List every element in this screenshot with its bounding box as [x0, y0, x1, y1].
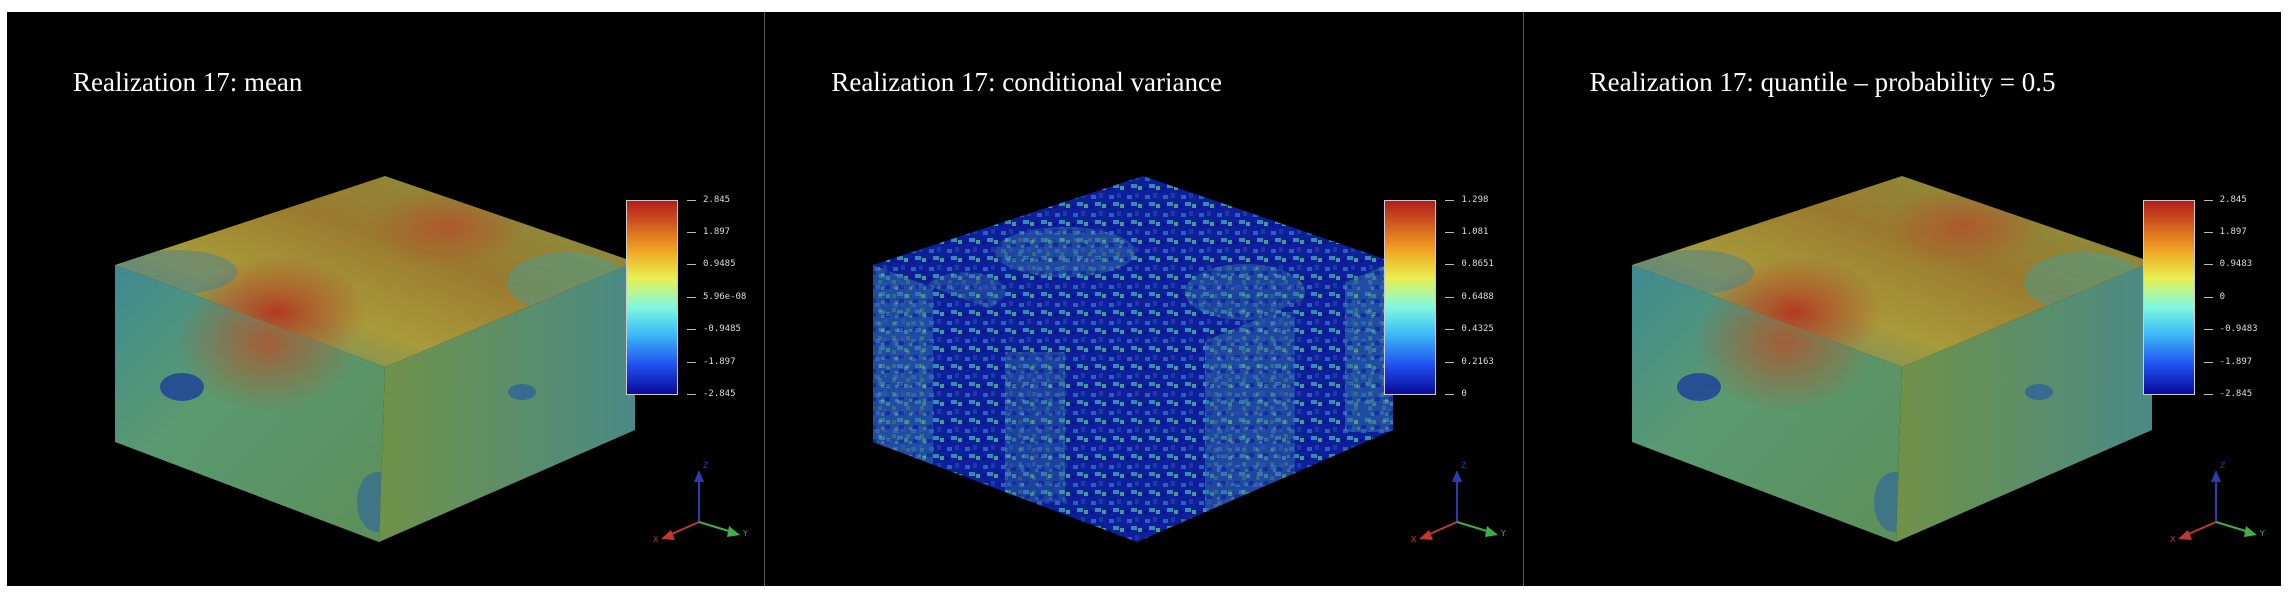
colorbar-ticks: 2.845 1.897 0.9483 0 -0.9483 -1.897 -2.8…: [2203, 195, 2276, 400]
orientation-axes-widget: Z X Y: [2170, 461, 2265, 544]
colorbar-tick: 0: [1445, 389, 1467, 399]
y-axis-label: Y: [742, 529, 748, 538]
panel-title: Realization 17: conditional variance: [831, 67, 1222, 97]
colorbar-tick: 0.6488: [1445, 292, 1494, 302]
colorbar-tick: 1.298: [1445, 195, 1488, 205]
colorbar-tick: -1.897: [687, 357, 736, 367]
panel-mean[interactable]: Realization 17: mean: [7, 12, 764, 586]
colorbar-ticks: 1.298 1.081 0.8651 0.6488 0.4325 0.2163 …: [1445, 195, 1517, 400]
panel-title: Realization 17: mean: [73, 67, 303, 97]
visualization-viewport: Realization 17: mean: [7, 12, 2281, 586]
colorbar-tick: 5.96e-08: [687, 292, 746, 302]
colorbar-tick: -0.9485: [687, 324, 741, 334]
volume-render-quantile[interactable]: [1524, 12, 2281, 586]
z-axis-arrow: [1452, 470, 1463, 482]
y-axis-line: [1457, 521, 1491, 533]
x-axis-label: X: [1411, 535, 1417, 544]
volume-render-mean[interactable]: [7, 12, 764, 586]
colorbar-tick: -0.9483: [2203, 324, 2258, 334]
colorbar-tick: 0.9485: [687, 259, 736, 269]
colorbar-tick: 0.8651: [1445, 259, 1494, 269]
colorbar-tick: 1.897: [2203, 227, 2247, 237]
colorbar-tick: 0: [2203, 292, 2225, 302]
colorbar-tick: 0.4325: [1445, 324, 1494, 334]
z-axis-arrow: [2210, 470, 2221, 482]
colorbar-tick: 2.845: [687, 195, 730, 205]
x-axis-arrow: [661, 530, 675, 540]
panel-title: Realization 17: quantile – probability =…: [1589, 67, 2056, 97]
y-axis-label: Y: [1500, 529, 1506, 538]
colorbar-tick: 0.9483: [2203, 259, 2252, 269]
colorbar-gradient: [626, 200, 678, 395]
colorbar-ticks: 2.845 1.897 0.9485 5.96e-08 -0.9485 -1.8…: [687, 195, 759, 400]
y-axis-arrow: [2243, 526, 2257, 537]
panel-quantile[interactable]: Realization 17: quantile – probability =…: [1522, 12, 2281, 586]
volume-render-conditional-variance[interactable]: [765, 12, 1522, 586]
panel-conditional-variance[interactable]: Realization 17: conditional variance: [764, 12, 1522, 586]
colorbar-tick: -2.845: [2203, 389, 2252, 399]
colorbar-tick: 0.2163: [1445, 357, 1494, 367]
colorbar-tick: 2.845: [2203, 195, 2247, 205]
y-axis-line: [698, 521, 733, 533]
z-axis-arrow: [694, 470, 704, 482]
x-axis-arrow: [2177, 530, 2192, 540]
colorbar-tick: -1.897: [2203, 357, 2252, 367]
orientation-axes-widget: Z X Y: [1411, 461, 1506, 544]
z-axis-label: Z: [1461, 461, 1467, 470]
colorbar-tick: 1.897: [687, 227, 730, 237]
colorbar-tick: 1.081: [1445, 227, 1488, 237]
z-axis-label: Z: [703, 461, 709, 470]
colorbar-gradient: [2142, 200, 2195, 395]
x-axis-label: X: [653, 535, 659, 544]
colorbar-tick: -2.845: [687, 389, 736, 399]
colorbar-gradient: [1384, 200, 1437, 395]
x-axis-arrow: [1419, 530, 1434, 540]
orientation-axes-widget: Z X Y: [653, 461, 748, 544]
y-axis-arrow: [1485, 526, 1499, 537]
y-axis-arrow: [727, 526, 740, 537]
z-axis-label: Z: [2220, 461, 2226, 470]
y-axis-label: Y: [2259, 529, 2265, 538]
x-axis-label: X: [2170, 535, 2176, 544]
y-axis-line: [2215, 521, 2249, 533]
